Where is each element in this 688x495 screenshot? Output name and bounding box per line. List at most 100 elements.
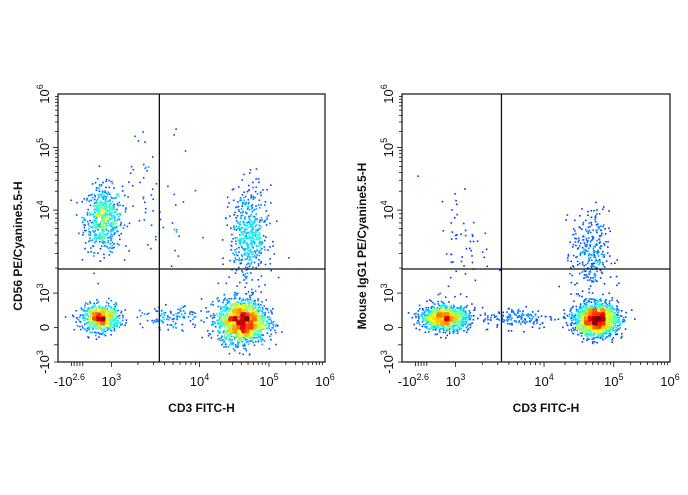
- data-point: [463, 321, 465, 323]
- data-point: [581, 333, 583, 335]
- data-point: [590, 277, 592, 279]
- data-point: [507, 323, 509, 325]
- data-point: [522, 310, 524, 312]
- data-point: [622, 319, 624, 321]
- data-point: [412, 317, 414, 319]
- data-point: [243, 348, 245, 350]
- data-point: [510, 319, 512, 321]
- data-point: [231, 241, 233, 243]
- data-point: [239, 353, 241, 355]
- data-point: [237, 259, 239, 261]
- data-point: [95, 218, 97, 220]
- data-point: [464, 188, 466, 190]
- data-point: [235, 217, 237, 219]
- data-point: [97, 252, 99, 254]
- data-point: [572, 327, 574, 329]
- data-point: [604, 228, 606, 230]
- data-point: [81, 201, 83, 203]
- data-point: [602, 262, 604, 264]
- data-point: [96, 238, 98, 240]
- data-point: [596, 271, 598, 273]
- data-point: [260, 252, 262, 254]
- data-point: [84, 309, 86, 311]
- data-point: [417, 175, 419, 177]
- data-point: [107, 329, 109, 331]
- data-point: [109, 326, 111, 328]
- data-point: [440, 337, 442, 339]
- data-point: [210, 304, 212, 306]
- data-point: [601, 253, 603, 255]
- data-point: [114, 324, 116, 326]
- data-point: [466, 322, 468, 324]
- data-point: [93, 216, 95, 218]
- data-point: [238, 310, 240, 312]
- data-point: [244, 225, 246, 227]
- data-point: [593, 256, 595, 258]
- data-point: [621, 336, 623, 338]
- data-point: [503, 321, 505, 323]
- data-point: [249, 266, 251, 268]
- data-point: [487, 319, 489, 321]
- data-point: [195, 190, 197, 192]
- data-point: [234, 261, 236, 263]
- data-point: [616, 285, 618, 287]
- data-point: [244, 249, 246, 251]
- data-point: [243, 232, 245, 234]
- data-point: [496, 316, 498, 318]
- data-point: [220, 337, 222, 339]
- data-point: [526, 321, 528, 323]
- data-point: [262, 316, 264, 318]
- data-point: [422, 313, 424, 315]
- data-point: [253, 240, 255, 242]
- data-point: [143, 177, 145, 179]
- data-point: [572, 306, 574, 308]
- data-point: [472, 236, 474, 238]
- data-point: [102, 312, 104, 314]
- data-point: [573, 319, 575, 321]
- data-point: [447, 306, 449, 308]
- data-point: [596, 259, 598, 261]
- data-point: [585, 250, 587, 252]
- data-point: [274, 330, 276, 332]
- data-point: [232, 238, 234, 240]
- data-point: [583, 222, 585, 224]
- data-point: [461, 256, 463, 258]
- data-point: [242, 324, 244, 326]
- data-point: [251, 244, 253, 246]
- data-point: [253, 303, 255, 305]
- data-point: [621, 333, 623, 335]
- data-point: [601, 338, 603, 340]
- data-point: [231, 298, 233, 300]
- data-point: [459, 327, 461, 329]
- data-point: [94, 234, 96, 236]
- data-point: [235, 237, 237, 239]
- data-point: [519, 320, 521, 322]
- data-point: [85, 314, 87, 316]
- data-point: [260, 204, 262, 206]
- data-point: [583, 277, 585, 279]
- data-point: [112, 211, 114, 213]
- data-point: [97, 204, 99, 206]
- data-point: [453, 305, 455, 307]
- data-point: [235, 252, 237, 254]
- data-point: [267, 249, 269, 251]
- data-point: [601, 233, 603, 235]
- data-point: [586, 238, 588, 240]
- data-point: [568, 254, 570, 256]
- data-point: [417, 314, 419, 316]
- data-point: [256, 304, 258, 306]
- data-point: [588, 231, 590, 233]
- data-point: [245, 228, 247, 230]
- data-point: [86, 313, 88, 315]
- data-point: [573, 301, 575, 303]
- data-point: [116, 227, 118, 229]
- data-point: [233, 303, 235, 305]
- data-point: [170, 311, 172, 313]
- data-point: [118, 205, 120, 207]
- data-point: [275, 325, 277, 327]
- data-point: [258, 178, 260, 180]
- data-point: [235, 346, 237, 348]
- data-point: [594, 246, 596, 248]
- data-point: [543, 327, 545, 329]
- data-point: [497, 325, 499, 327]
